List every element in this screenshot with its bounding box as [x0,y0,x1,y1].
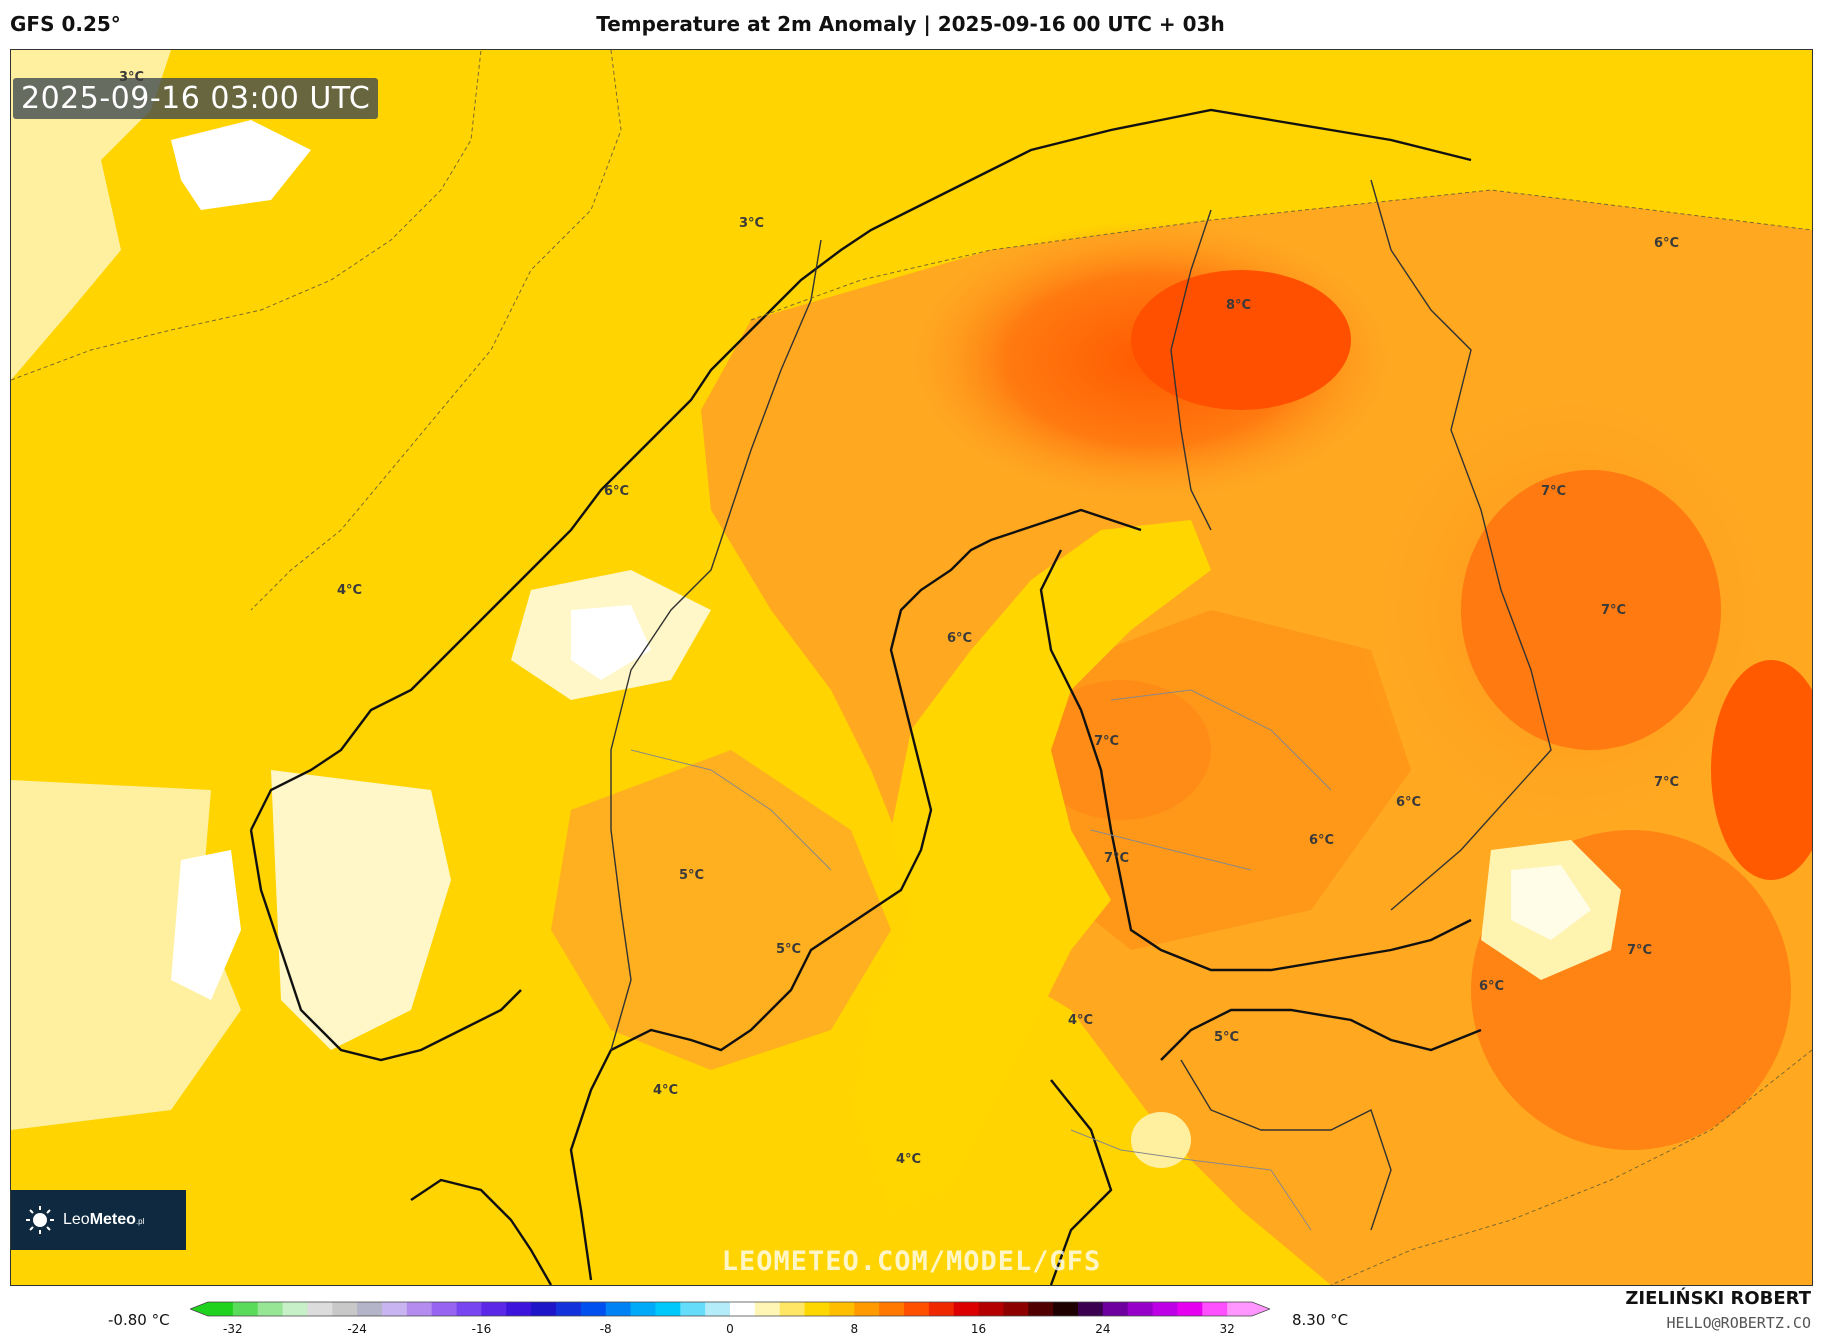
colorbar-swatch [1227,1302,1253,1316]
isotherm-label: 3°C [119,70,145,85]
colorbar-swatch [357,1302,383,1316]
colorbar-swatch [307,1302,333,1316]
colorbar [188,1300,1272,1322]
map-panel[interactable]: 2025-09-16 03:00 UTC 3°C 3°C 4°C 6°C 6°C… [10,49,1813,1286]
isotherm-label: 4°C [337,583,363,598]
isotherm-label: 3°C [739,216,765,231]
isotherm-label: 6°C [1396,795,1422,810]
colorbar-swatch [382,1302,408,1316]
colorbar-swatch [904,1302,930,1316]
isotherm-label: 7°C [1654,775,1680,790]
legend-min-value: -0.80 °C [108,1311,170,1329]
colorbar-swatch [531,1302,557,1316]
model-name: GFS 0.25° [10,12,121,36]
colorbar-swatch [1202,1302,1228,1316]
isotherm-label: 7°C [1104,851,1130,866]
isotherm-label: 6°C [1479,979,1505,994]
borders [610,179,1552,1231]
colorbar-tick-label: 0 [726,1322,734,1336]
isotherm-label: 6°C [1654,236,1680,251]
isotherm-label: 7°C [1601,603,1627,618]
colorbar-swatch [730,1302,756,1316]
colorbar-swatch [879,1302,905,1316]
isotherm-label: 7°C [1541,484,1567,499]
colorbar-swatch [829,1302,855,1316]
colorbar-swatch [1078,1302,1104,1316]
colorbar-tick-label: 16 [970,1322,987,1336]
isotherm-label: 6°C [1309,833,1335,848]
colorbar-swatch [630,1302,657,1316]
colorbar-swatch [1127,1302,1154,1316]
colorbar-swatch [953,1302,980,1316]
author-email[interactable]: HELLO@ROBERTZ.CO [1666,1314,1812,1332]
colorbar-swatch [854,1302,880,1316]
colorbar-tick-label: 32 [1219,1322,1235,1336]
leometeo-logo[interactable]: LeoMeteo.pl [11,1190,186,1250]
colorbar-swatch [406,1302,433,1316]
colorbar-swatch [556,1302,582,1316]
field-bothnia [851,520,1211,1210]
isotherm-label: 6°C [947,631,973,646]
colorbar-swatch [804,1302,831,1316]
colorbar-swatch [332,1302,358,1316]
colorbar-tick-label: 8 [850,1322,859,1336]
colorbar-max-arrow [1252,1302,1270,1316]
sun-icon [25,1205,55,1235]
colorbar-swatch [1102,1302,1129,1316]
isotherm-label: 5°C [679,868,705,883]
colorbar-tick-label: -32 [223,1322,243,1336]
colorbar-swatch [456,1302,483,1316]
colorbar-min-arrow [190,1302,208,1316]
isotherm-label: 8°C [1226,298,1252,313]
logo-wordmark: LeoMeteo.pl [63,1211,145,1228]
colorbar-swatch [605,1302,632,1316]
colorbar-swatch [580,1302,607,1316]
watermark-url: LEOMETEO.COM/MODEL/GFS [721,1246,1102,1277]
isotherm-label: 7°C [1094,734,1120,749]
isotherm-label: 7°C [1627,943,1653,958]
isotherm-label: 5°C [776,942,802,957]
colorbar-tick-label: -24 [347,1322,367,1336]
colorbar-swatch [1177,1302,1203,1316]
colorbar-swatch [754,1302,781,1316]
author-name: ZIELIŃSKI ROBERT [1625,1288,1811,1309]
colorbar-tick-label: -16 [471,1322,492,1336]
colorbar-swatch [1152,1302,1179,1316]
colorbar-swatch [978,1302,1005,1316]
legend-max-value: 8.30 °C [1292,1311,1349,1329]
coastlines [249,108,1482,1285]
contours [11,50,1812,1285]
field-pale-norway [271,770,451,1050]
isotherm-label: 4°C [1068,1013,1094,1028]
colorbar-swatch [1028,1302,1054,1316]
colorbar-swatch [1003,1302,1029,1316]
isotherm-label: 5°C [1214,1030,1240,1045]
timestamp-badge: 2025-09-16 03:00 UTC [13,78,379,119]
colorbar-swatch [655,1302,681,1316]
isotherm-label: 6°C [604,484,630,499]
colorbar-swatch [680,1302,706,1316]
internal-lines [630,689,1332,1231]
isotherm-label: 4°C [653,1083,679,1098]
isotherm-label: 4°C [896,1152,922,1167]
colorbar-swatch [779,1302,806,1316]
field-pale-nw [11,50,171,380]
colorbar-swatch [705,1302,731,1316]
colorbar-swatch [232,1302,259,1316]
colorbar-swatch [282,1302,309,1316]
colorbar-swatch [257,1302,284,1316]
colorbar-swatch [431,1302,458,1316]
colorbar-svg [188,1301,1272,1317]
colorbar-swatch [928,1302,955,1316]
map-title: Temperature at 2m Anomaly | 2025-09-16 0… [596,12,1225,36]
colorbar-swatch [481,1302,507,1316]
colorbar-swatch [1053,1302,1079,1316]
colorbar-tick-label: 24 [1095,1322,1111,1336]
anomaly-field [11,50,1812,1285]
field-white-nw [171,120,311,210]
colorbar-swatch [506,1302,532,1316]
colorbar-tick-label: -8 [599,1322,612,1336]
colorbar-swatch [208,1302,234,1316]
